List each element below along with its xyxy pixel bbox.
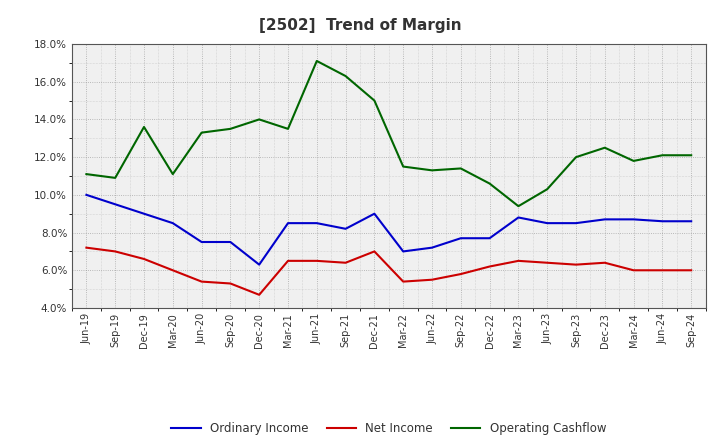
Net Income [687, 268, 696, 273]
Net Income [111, 249, 120, 254]
Operating Cashflow [399, 164, 408, 169]
Operating Cashflow [514, 204, 523, 209]
Operating Cashflow [428, 168, 436, 173]
Ordinary Income [197, 239, 206, 245]
Net Income [312, 258, 321, 264]
Ordinary Income [572, 220, 580, 226]
Operating Cashflow [485, 181, 494, 186]
Ordinary Income [600, 217, 609, 222]
Net Income [629, 268, 638, 273]
Text: [2502]  Trend of Margin: [2502] Trend of Margin [258, 18, 462, 33]
Ordinary Income [399, 249, 408, 254]
Line: Operating Cashflow: Operating Cashflow [86, 61, 691, 206]
Ordinary Income [226, 239, 235, 245]
Ordinary Income [514, 215, 523, 220]
Operating Cashflow [312, 59, 321, 64]
Net Income [284, 258, 292, 264]
Net Income [197, 279, 206, 284]
Ordinary Income [255, 262, 264, 267]
Net Income [543, 260, 552, 265]
Operating Cashflow [600, 145, 609, 150]
Net Income [82, 245, 91, 250]
Ordinary Income [370, 211, 379, 216]
Ordinary Income [140, 211, 148, 216]
Operating Cashflow [341, 73, 350, 79]
Net Income [370, 249, 379, 254]
Ordinary Income [82, 192, 91, 198]
Operating Cashflow [140, 125, 148, 130]
Ordinary Income [168, 220, 177, 226]
Net Income [428, 277, 436, 282]
Net Income [658, 268, 667, 273]
Operating Cashflow [687, 153, 696, 158]
Net Income [485, 264, 494, 269]
Net Income [399, 279, 408, 284]
Net Income [226, 281, 235, 286]
Ordinary Income [629, 217, 638, 222]
Operating Cashflow [284, 126, 292, 132]
Ordinary Income [284, 220, 292, 226]
Operating Cashflow [226, 126, 235, 132]
Net Income [255, 292, 264, 297]
Legend: Ordinary Income, Net Income, Operating Cashflow: Ordinary Income, Net Income, Operating C… [166, 417, 611, 440]
Ordinary Income [341, 226, 350, 231]
Operating Cashflow [168, 172, 177, 177]
Net Income [341, 260, 350, 265]
Net Income [168, 268, 177, 273]
Net Income [140, 257, 148, 262]
Ordinary Income [312, 220, 321, 226]
Net Income [456, 271, 465, 277]
Net Income [572, 262, 580, 267]
Ordinary Income [485, 235, 494, 241]
Operating Cashflow [82, 172, 91, 177]
Operating Cashflow [543, 187, 552, 192]
Ordinary Income [111, 202, 120, 207]
Ordinary Income [658, 219, 667, 224]
Ordinary Income [456, 235, 465, 241]
Operating Cashflow [370, 98, 379, 103]
Operating Cashflow [456, 166, 465, 171]
Operating Cashflow [111, 175, 120, 180]
Ordinary Income [543, 220, 552, 226]
Operating Cashflow [658, 153, 667, 158]
Operating Cashflow [629, 158, 638, 164]
Operating Cashflow [197, 130, 206, 135]
Ordinary Income [428, 245, 436, 250]
Ordinary Income [687, 219, 696, 224]
Operating Cashflow [572, 154, 580, 160]
Net Income [514, 258, 523, 264]
Line: Ordinary Income: Ordinary Income [86, 195, 691, 264]
Line: Net Income: Net Income [86, 248, 691, 295]
Net Income [600, 260, 609, 265]
Operating Cashflow [255, 117, 264, 122]
